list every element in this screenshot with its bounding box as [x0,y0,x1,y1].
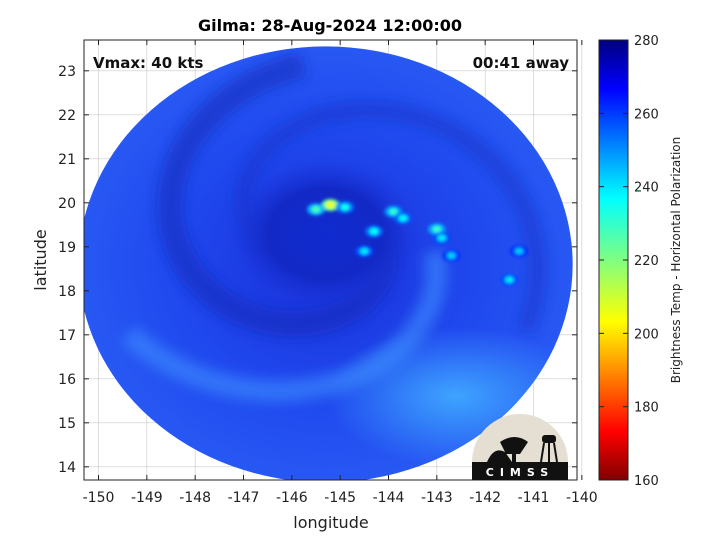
cold-core [326,201,335,209]
x-axis-ticks: -150 -149 -148 -147 -146 -145 -144 -143 -142 -141… [83,40,598,506]
convective-cores [307,199,528,286]
cimss-logo: CIMSS [472,414,568,480]
cold-core [398,214,408,222]
cold-core [432,225,442,233]
colorbar-tick-label: 240 [634,181,659,196]
x-tick-label: -141 [518,490,550,506]
y-tick-label: 17 [58,328,76,344]
colorbar-tick-label: 260 [634,107,659,122]
y-tick-label: 20 [58,196,76,212]
colorbar-tick-label: 160 [634,474,659,489]
y-tick-label: 16 [58,372,76,388]
y-tick-label: 14 [58,460,76,476]
x-tick-label: -145 [324,490,356,506]
y-axis-ticks: 14 15 16 17 18 19 20 21 22 23 [58,64,577,476]
cold-core [504,276,514,284]
x-tick-label: -140 [566,490,598,506]
x-axis-label: longitude [293,513,368,532]
y-tick-label: 18 [58,284,76,300]
colorbar-tick-label: 280 [634,34,659,49]
logo-banner [472,462,568,480]
y-axis-label: latitude [31,229,50,290]
storm-core [230,158,421,309]
cold-core [340,203,350,211]
cold-core [359,247,369,255]
y-tick-label: 23 [58,64,76,80]
time-away-label: 00:41 away [473,54,570,72]
y-tick-label: 15 [58,416,76,432]
x-tick-label: -147 [228,490,260,506]
colorbar-tick-label: 200 [634,327,659,342]
y-tick-label: 19 [58,240,76,256]
cold-core [388,208,398,216]
cold-core [514,247,524,255]
figure-title: Gilma: 28-Aug-2024 12:00:00 [198,16,462,35]
y-tick-label: 22 [58,108,76,124]
x-tick-label: -149 [131,490,163,506]
cold-core [369,227,379,235]
x-tick-label: -150 [83,490,115,506]
logo-dish-center [500,437,528,454]
x-tick-label: -143 [421,490,453,506]
logo-text: CIMSS [486,466,554,479]
cold-core [437,234,447,242]
x-tick-label: -148 [179,490,211,506]
cold-core [446,252,456,260]
x-tick-label: -144 [373,490,405,506]
colorbar-label: Brightness Temp - Horizontal Polarizatio… [669,137,683,384]
logo-tower-tank [542,435,556,443]
colorbar-tick-label: 220 [634,254,659,269]
colorbar-tick-label: 180 [634,401,659,416]
x-tick-label: -142 [469,490,501,506]
x-tick-label: -146 [276,490,308,506]
vmax-label: Vmax: 40 kts [93,54,203,72]
y-tick-label: 21 [58,152,76,168]
cold-core [311,205,321,213]
axes-frame [83,39,578,481]
colorbar-ticks: 160 180 200 220 240 260 280 [599,34,659,489]
